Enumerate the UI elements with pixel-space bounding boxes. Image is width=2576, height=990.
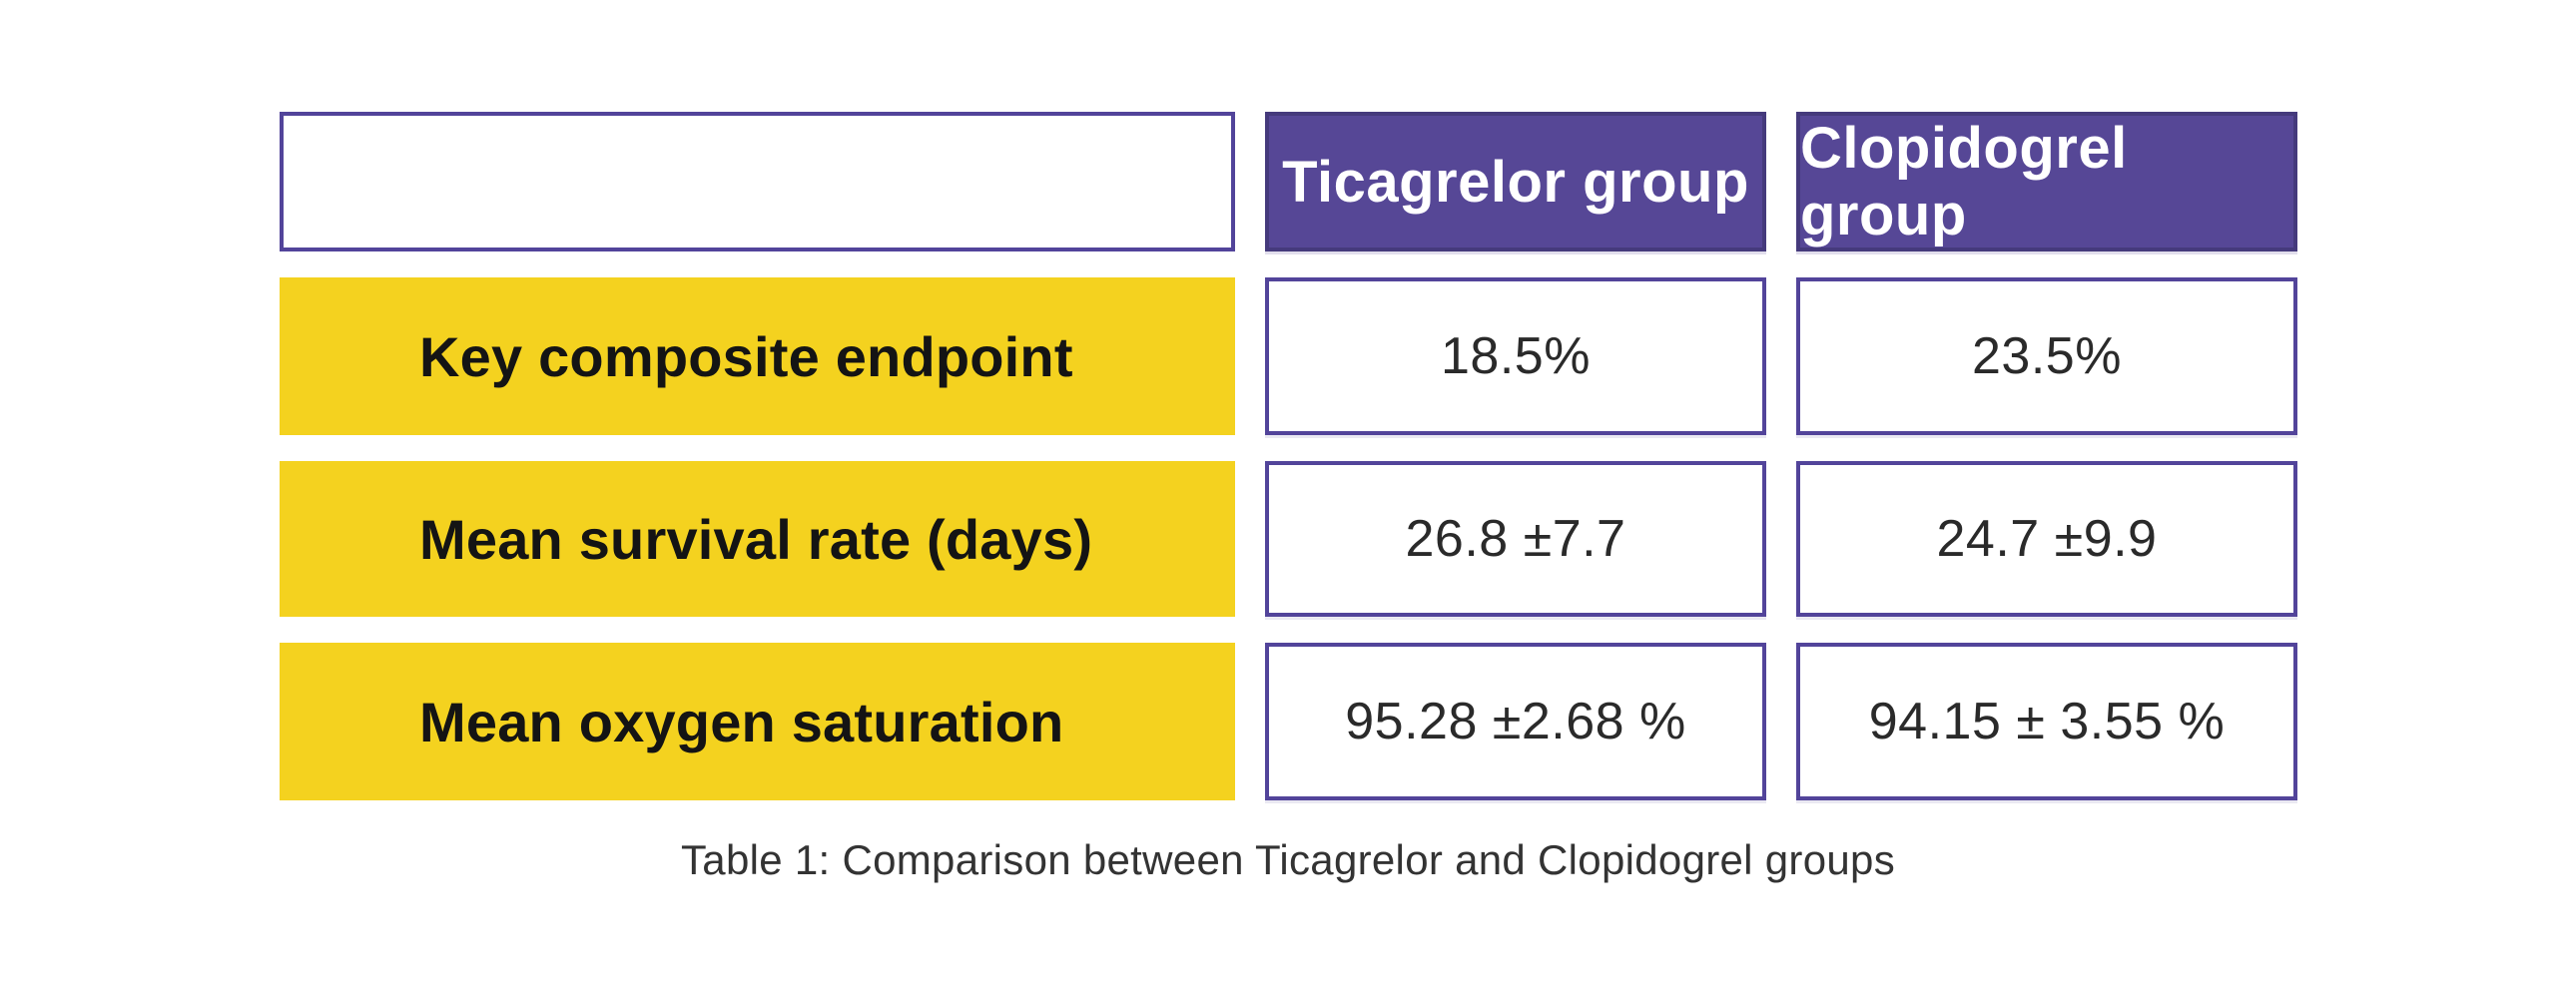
value-cell-clopidogrel-endpoint: 23.5%: [1796, 277, 2297, 435]
value-cell-ticagrelor-oxygen: 95.28 ±2.68 %: [1265, 643, 1766, 800]
header-cell-clopidogrel: Clopidogrel group: [1796, 112, 2297, 251]
row-label-mean-survival-rate: Mean survival rate (days): [280, 461, 1235, 617]
header-cell-ticagrelor: Ticagrelor group: [1265, 112, 1766, 251]
row-label-mean-oxygen-saturation: Mean oxygen saturation: [280, 643, 1235, 800]
row-label-key-composite-endpoint: Key composite endpoint: [280, 277, 1235, 435]
value-text: 18.5%: [1441, 327, 1591, 385]
column-header-label: Ticagrelor group: [1282, 149, 1749, 215]
value-text: 24.7 ±9.9: [1936, 510, 2158, 568]
row-label-text: Mean survival rate (days): [419, 507, 1093, 571]
value-cell-clopidogrel-oxygen: 94.15 ± 3.55 %: [1796, 643, 2297, 800]
value-text: 26.8 ±7.7: [1405, 510, 1626, 568]
value-cell-ticagrelor-survival: 26.8 ±7.7: [1265, 461, 1766, 617]
value-cell-clopidogrel-survival: 24.7 ±9.9: [1796, 461, 2297, 617]
header-cell-empty: [280, 112, 1235, 251]
row-label-text: Key composite endpoint: [419, 324, 1073, 388]
value-text: 23.5%: [1972, 327, 2122, 385]
value-cell-ticagrelor-endpoint: 18.5%: [1265, 277, 1766, 435]
value-text: 94.15 ± 3.55 %: [1868, 693, 2226, 750]
comparison-table: Ticagrelor group Clopidogrel group Key c…: [280, 112, 2297, 800]
row-label-text: Mean oxygen saturation: [419, 690, 1064, 753]
table-caption: Table 1: Comparison between Ticagrelor a…: [681, 836, 1895, 883]
value-text: 95.28 ±2.68 %: [1345, 693, 1686, 750]
column-header-label: Clopidogrel group: [1800, 116, 2128, 248]
